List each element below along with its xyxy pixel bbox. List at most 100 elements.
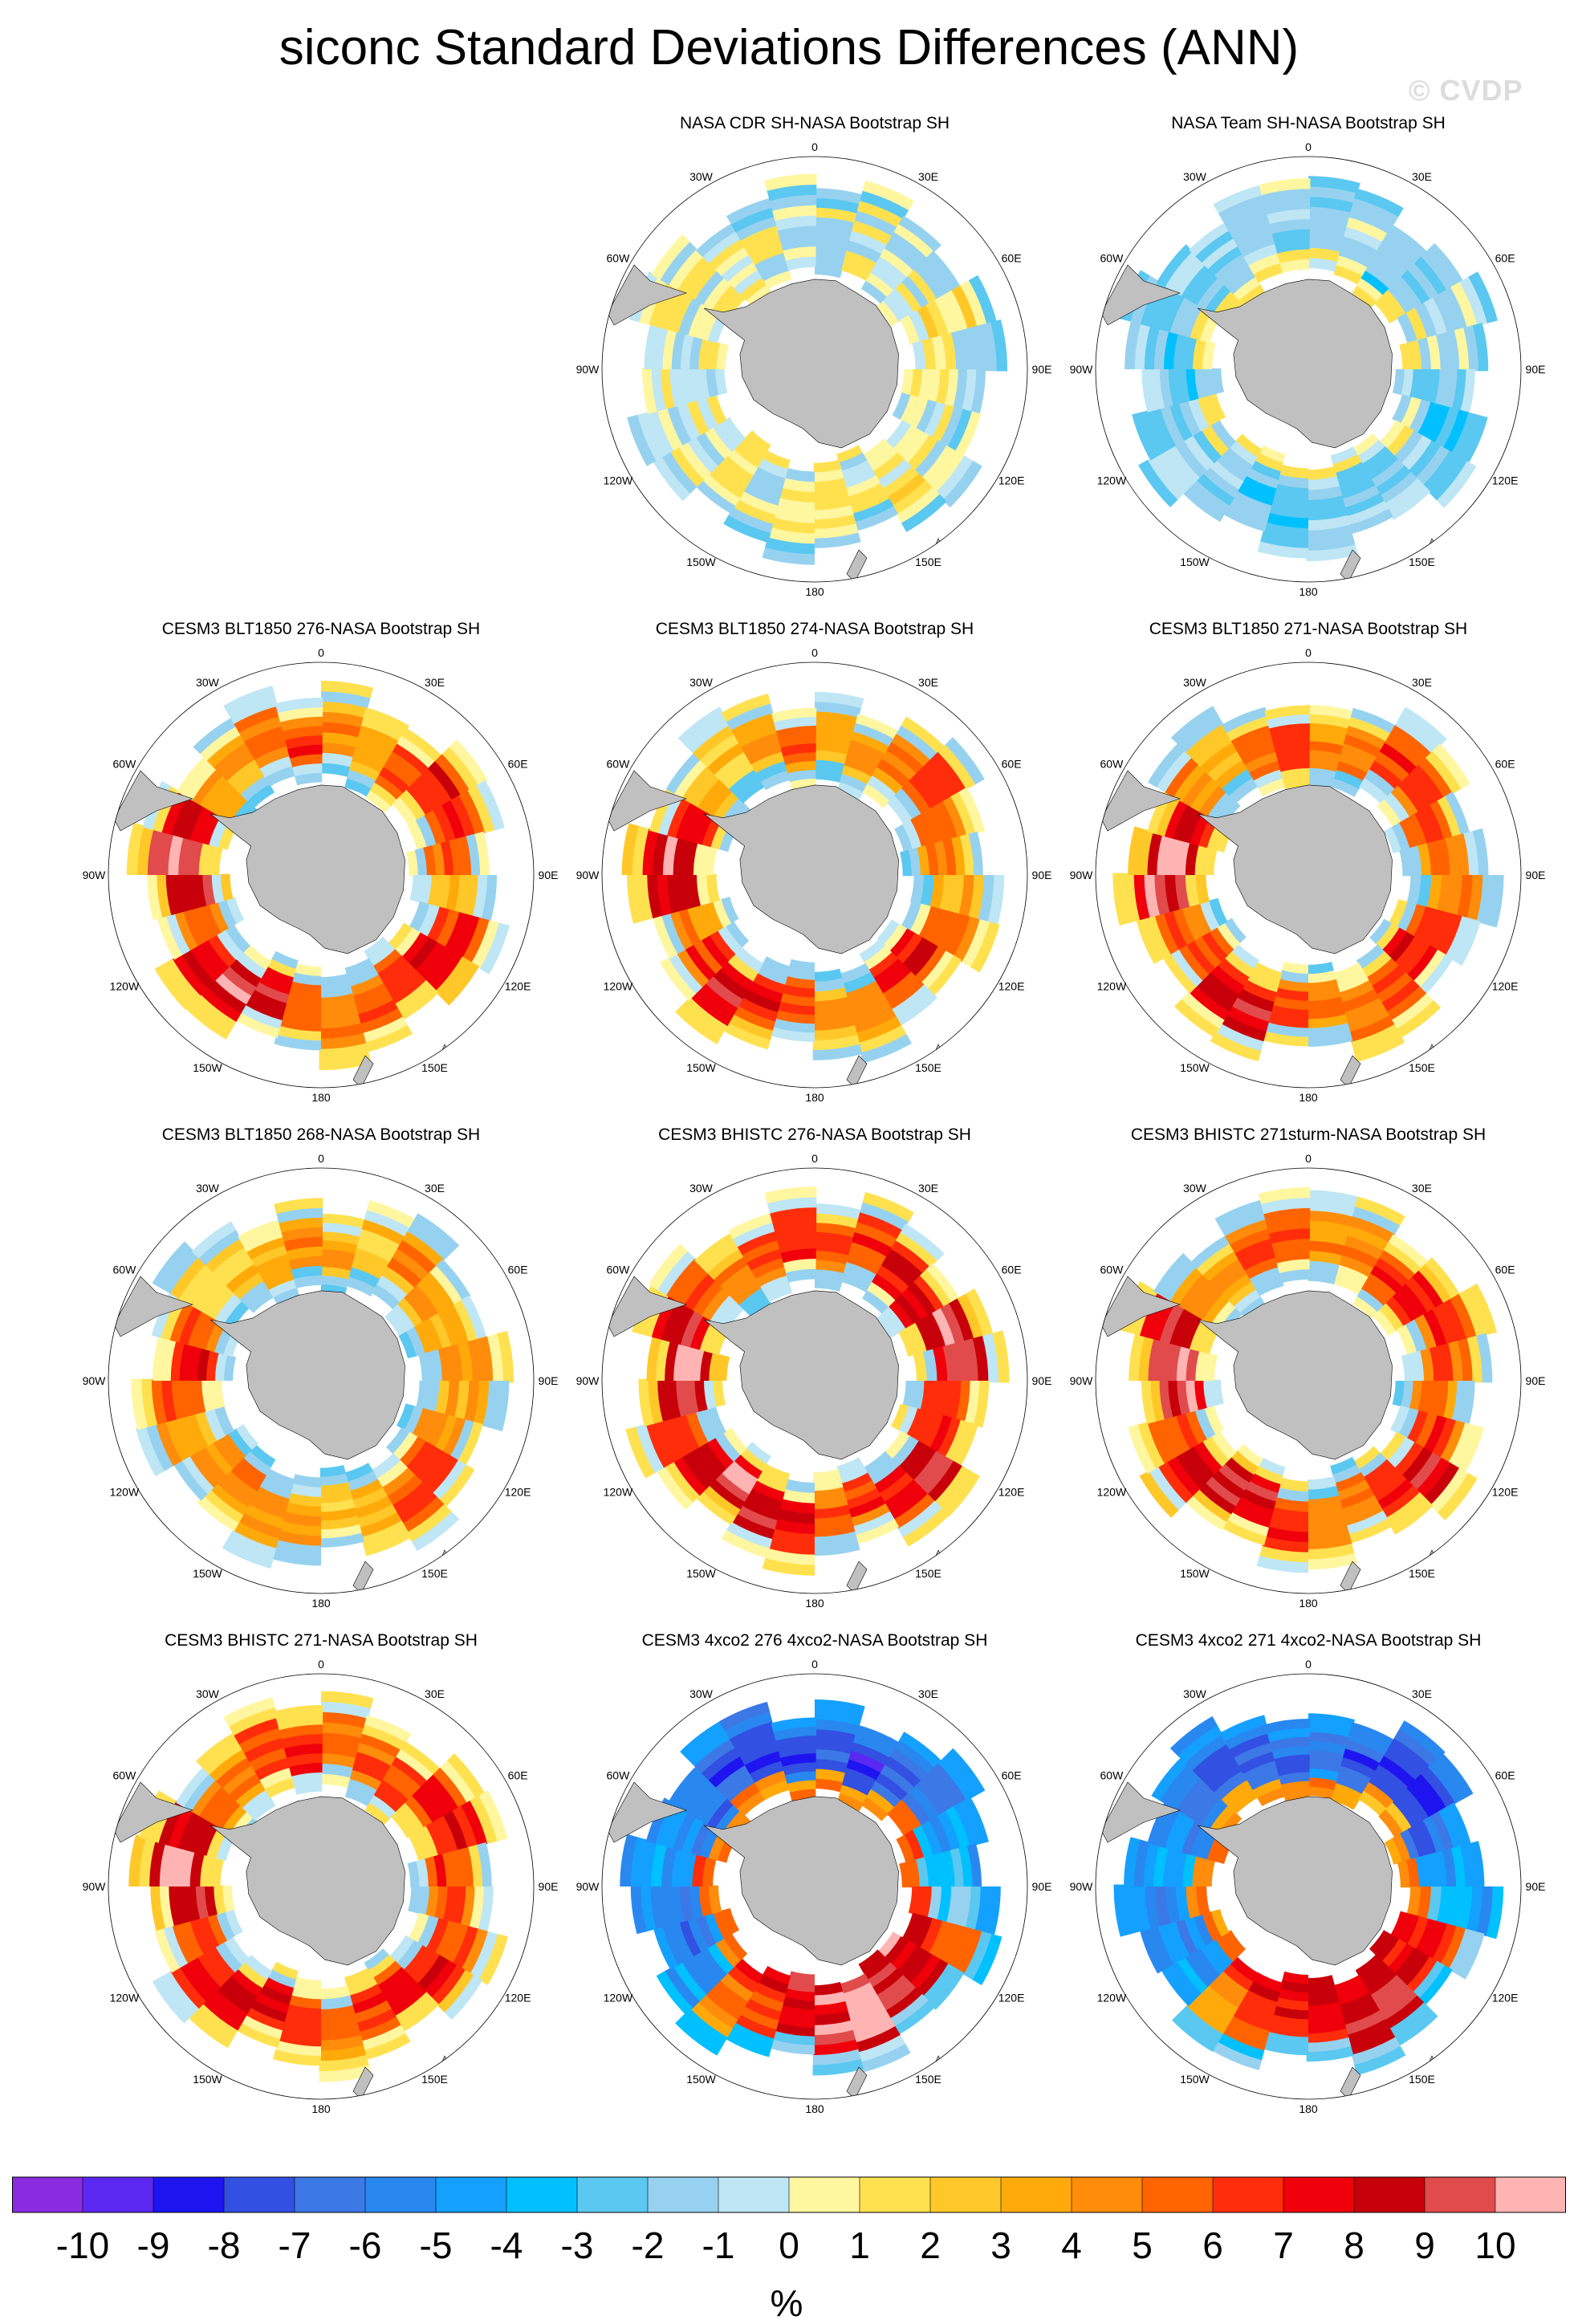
tasmania-land <box>1426 1044 1437 1063</box>
longitude-label: 30W <box>196 1687 220 1700</box>
longitude-label: 0 <box>318 1152 324 1165</box>
map-panel: CESM3 BHISTC 276-NASA Bootstrap SH 0 30E 60… <box>566 1124 1064 1638</box>
longitude-label: 150E <box>915 2073 942 2086</box>
longitude-label: 180 <box>311 1091 331 1104</box>
map-panel: NASA Team SH-NASA Bootstrap SH 0 30E 60E 90E… <box>1059 112 1557 626</box>
longitude-label: 60W <box>113 1264 137 1276</box>
longitude-label: 60W <box>607 1264 631 1276</box>
colorbar-swatch <box>1283 2177 1355 2212</box>
south-america-land <box>1100 1276 1181 1337</box>
longitude-label: 120E <box>998 1992 1025 2005</box>
colorbar-swatch <box>365 2177 437 2212</box>
longitude-label: 60E <box>1495 252 1515 265</box>
longitude-label: 90W <box>1070 1880 1094 1893</box>
longitude-label: 60E <box>508 1769 528 1782</box>
longitude-label: 150W <box>1180 2073 1210 2086</box>
longitude-label: 30E <box>1412 1182 1432 1195</box>
map-border <box>601 156 1028 583</box>
longitude-label: 150W <box>686 1061 716 1074</box>
antarctica-land <box>210 1290 405 1460</box>
colorbar-swatch <box>718 2177 790 2212</box>
antarctica-land <box>704 1290 899 1460</box>
polar-map: 0 30E 60E 90E 120E 150E 180 150W 120W 90W 60W 30W <box>83 1658 559 2115</box>
longitude-label: 120W <box>604 474 633 487</box>
panel-title: CESM3 BHISTC 271-NASA Bootstrap SH <box>165 1631 478 1650</box>
longitude-label: 90W <box>1070 363 1094 376</box>
longitude-label: 120E <box>998 1486 1025 1499</box>
longitude-label: 90W <box>1070 869 1094 881</box>
longitude-label: 0 <box>1305 646 1312 659</box>
longitude-label: 180 <box>1299 585 1318 598</box>
panel-title: CESM3 BLT1850 276-NASA Bootstrap SH <box>161 620 481 638</box>
new-zealand-land <box>846 549 868 582</box>
longitude-label: 0 <box>1305 1152 1312 1165</box>
longitude-label: 90W <box>83 1374 107 1387</box>
longitude-label: 60W <box>607 758 631 771</box>
longitude-label: 90E <box>539 1374 559 1387</box>
longitude-label: 150E <box>915 1567 942 1580</box>
tasmania-land <box>933 538 943 557</box>
longitude-label: 60E <box>1002 758 1022 771</box>
colorbar: -10 -9 -8 -7 -6 -5 -4 -3 -2 -1 0 1 2 3 4 5 6 7 8 9 10 <box>12 2176 1566 2266</box>
longitude-label: 90E <box>1032 363 1052 376</box>
colorbar-unit: % <box>770 2282 803 2324</box>
longitude-label: 120W <box>1097 474 1127 487</box>
antarctica-land <box>210 784 405 954</box>
longitude-label: 150E <box>915 556 942 568</box>
longitude-label: 120E <box>505 1992 531 2005</box>
map-border <box>108 661 535 1089</box>
longitude-label: 150W <box>686 1567 716 1580</box>
colorbar-tick-label: -8 <box>208 2224 241 2266</box>
panel-title: CESM3 BHISTC 276-NASA Bootstrap SH <box>658 1125 971 1144</box>
longitude-label: 90E <box>1032 869 1052 881</box>
colorbar-swatch <box>224 2177 295 2212</box>
longitude-label: 60E <box>1495 758 1515 771</box>
longitude-label: 0 <box>811 646 818 659</box>
longitude-label: 30E <box>918 1182 938 1195</box>
longitude-label: 120W <box>1097 980 1127 993</box>
new-zealand-land <box>846 1561 868 1593</box>
longitude-label: 90W <box>576 1374 600 1387</box>
longitude-label: 150W <box>193 1061 222 1074</box>
longitude-label: 120W <box>1097 1486 1127 1499</box>
longitude-label: 150W <box>1180 1061 1210 1074</box>
map-panel: CESM3 BLT1850 276-NASA Bootstrap SH 0 30E 6… <box>72 618 570 1132</box>
antarctica-land <box>210 1796 405 1966</box>
longitude-label: 180 <box>805 1091 824 1104</box>
longitude-label: 30W <box>1183 676 1207 689</box>
longitude-label: 60W <box>1100 758 1125 771</box>
longitude-label: 120W <box>604 1992 633 2005</box>
polar-map: 0 30E 60E 90E 120E 150E 180 150W 120W 90W 60W 30W <box>576 1152 1052 1610</box>
longitude-label: 0 <box>811 1152 818 1165</box>
new-zealand-land <box>1340 2066 1361 2099</box>
longitude-label: 0 <box>318 1658 324 1671</box>
longitude-label: 60E <box>1495 1264 1515 1276</box>
new-zealand-land <box>352 1561 374 1593</box>
colorbar-tick-label: -4 <box>490 2224 523 2266</box>
longitude-label: 90W <box>83 869 107 881</box>
longitude-label: 0 <box>811 140 818 153</box>
colorbar-swatch <box>1425 2177 1496 2212</box>
map-panel: CESM3 BHISTC 271sturm-NASA Bootstrap SH 0… <box>1059 1124 1557 1638</box>
longitude-label: 150E <box>915 1061 942 1074</box>
longitude-label: 120E <box>1492 980 1519 993</box>
panel-title: CESM3 BLT1850 274-NASA Bootstrap SH <box>655 620 974 638</box>
longitude-label: 180 <box>805 1597 824 1610</box>
tasmania-land <box>439 1549 449 1569</box>
colorbar-swatch <box>153 2177 225 2212</box>
tasmania-land <box>933 1549 943 1569</box>
longitude-label: 150W <box>1180 1567 1210 1580</box>
longitude-label: 120W <box>110 1992 140 2005</box>
longitude-label: 60W <box>113 1769 137 1782</box>
longitude-label: 60E <box>508 1264 528 1276</box>
longitude-label: 30W <box>1183 1182 1207 1195</box>
colorbar-swatch <box>1142 2177 1214 2212</box>
south-america-land <box>1100 264 1181 326</box>
colorbar-swatch <box>83 2177 154 2212</box>
longitude-label: 60E <box>1002 252 1022 265</box>
longitude-label: 30W <box>196 1182 220 1195</box>
south-america-land <box>113 1276 193 1337</box>
longitude-label: 120W <box>604 980 633 993</box>
longitude-label: 90W <box>576 363 600 376</box>
longitude-label: 120E <box>1492 474 1519 487</box>
